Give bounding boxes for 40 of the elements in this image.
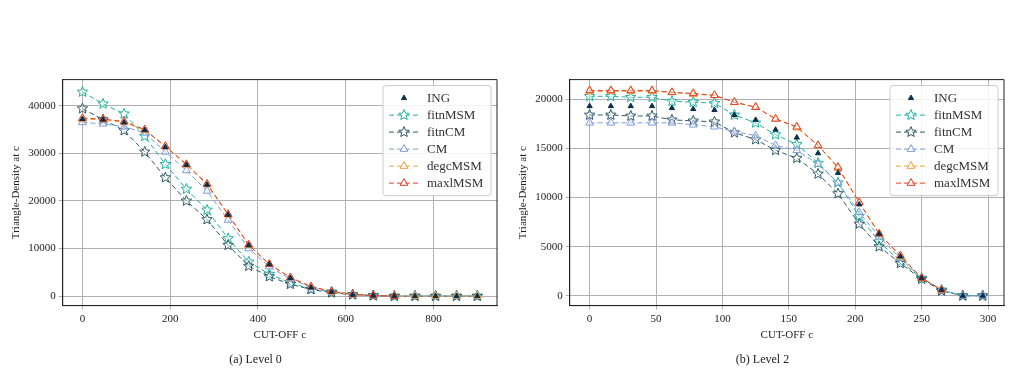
x-tick-label: 400 (249, 312, 267, 325)
y-tick-label: 20000 (28, 193, 57, 206)
legend-label: degcMSM (934, 157, 990, 173)
y-axis-title: Triangle-Density at c (516, 145, 529, 240)
y-tick-label: 5000 (540, 239, 564, 252)
legend-label: CM (934, 140, 955, 156)
legend-label: fitnMSM (427, 106, 476, 122)
legend-label: fitnCM (934, 123, 973, 139)
legend-label: CM (427, 140, 448, 156)
x-tick-label: 0 (586, 312, 593, 325)
x-tick-label: 200 (161, 312, 179, 325)
legend-label: degcMSM (427, 157, 483, 173)
legend-label: fitnMSM (934, 106, 983, 122)
text: (b) Level 2 (734, 352, 791, 367)
y-tick-label: 20000 (535, 92, 564, 105)
x-tick-label: 200 (847, 312, 864, 325)
y-tick-label: 10000 (535, 190, 564, 203)
x-tick-label: 800 (425, 312, 443, 325)
x-axis-title: CUT-OFF c (253, 328, 307, 341)
y-tick-label: 0 (50, 288, 57, 301)
y-tick-label: 10000 (28, 241, 57, 254)
y-tick-label: 40000 (28, 98, 57, 111)
x-tick-label: 600 (337, 312, 355, 325)
x-axis-title: CUT-OFF c (760, 328, 814, 341)
x-tick-label: 250 (913, 312, 931, 325)
x-tick-label: 300 (979, 312, 997, 325)
x-tick-label: 150 (780, 312, 798, 325)
legend-label: ING (934, 89, 958, 105)
y-axis-title: Triangle-Density at c (9, 145, 22, 240)
legend-label: maxlMSM (427, 174, 484, 190)
y-tick-label: 15000 (535, 141, 564, 154)
y-tick-label: 0 (557, 288, 564, 301)
x-tick-label: 50 (650, 312, 663, 325)
x-tick-label: 100 (714, 312, 732, 325)
text: (a) Level 0 (228, 352, 283, 367)
x-tick-label: 0 (79, 312, 86, 325)
y-tick-label: 30000 (28, 146, 57, 159)
legend-label: fitnCM (427, 123, 466, 139)
legend-label: ING (427, 89, 451, 105)
legend-label: maxlMSM (934, 174, 991, 190)
